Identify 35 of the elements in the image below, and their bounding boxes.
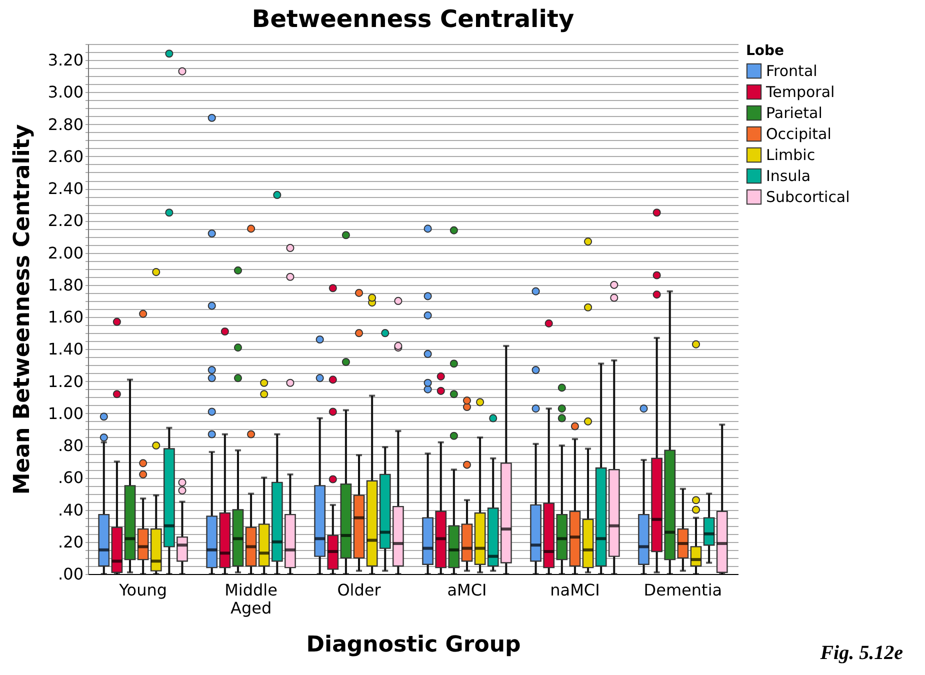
y-tick-label: 3.00 <box>48 82 84 102</box>
legend-label: Insula <box>766 167 811 185</box>
caption: Fig. 5.12e <box>820 642 903 665</box>
y-tick-label: 2.20 <box>48 211 84 230</box>
x-tick-label: naMCI <box>550 580 600 600</box>
x-tick-label: Young <box>118 580 168 600</box>
y-tick-label: 2.00 <box>48 243 84 262</box>
legend-title: Lobe <box>746 43 784 59</box>
y-tick-label: .40 <box>58 500 84 520</box>
y-tick-label: 1.20 <box>48 372 84 391</box>
legend-label: Parietal <box>766 104 822 122</box>
y-tick-label: .20 <box>58 532 84 552</box>
y-tick-label: 3.20 <box>48 50 84 70</box>
x-tick-label: Middle Aged <box>224 580 278 618</box>
legend-label: Temporal <box>765 83 835 101</box>
y-tick-label: 1.00 <box>48 404 84 423</box>
y-tick-label: .80 <box>58 436 84 456</box>
y-axis-title: Mean Betweenness Centrality <box>10 124 35 495</box>
legend-label: Subcortical <box>766 188 850 206</box>
x-axis-title: Diagnostic Group <box>306 632 521 658</box>
y-tick-label: 2.80 <box>48 114 84 134</box>
legend-label: Occipital <box>766 125 832 143</box>
x-tick-label: Dementia <box>644 580 722 600</box>
x-tick-label: aMCI <box>447 580 487 600</box>
y-tick-label: 2.40 <box>48 179 84 198</box>
legend-label: Frontal <box>766 62 818 80</box>
y-tick-label: .00 <box>58 564 84 584</box>
y-tick-label: 1.60 <box>48 308 84 327</box>
legend-label: Limbic <box>766 146 816 164</box>
y-tick-label: .60 <box>58 468 84 488</box>
y-tick-label: 2.60 <box>48 146 84 166</box>
chart-title: Betweenness Centrality <box>252 5 574 33</box>
y-tick-label: 1.80 <box>48 275 84 294</box>
y-tick-label: 1.40 <box>48 340 84 359</box>
x-tick-label: Older <box>337 580 382 600</box>
